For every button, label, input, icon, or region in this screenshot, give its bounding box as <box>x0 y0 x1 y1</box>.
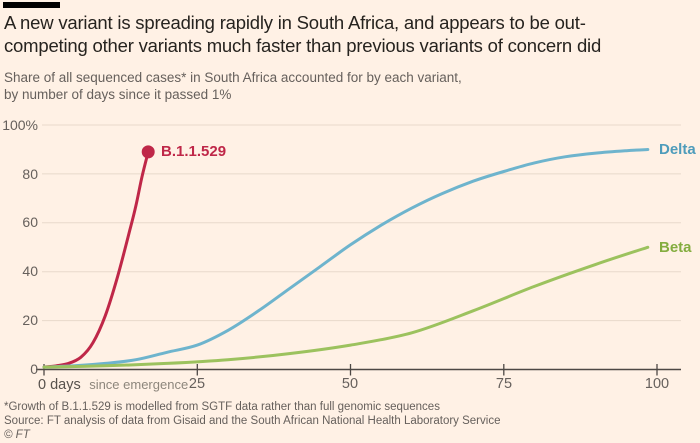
end-dot-b11529 <box>141 145 155 159</box>
x-axis-label-75: 75 <box>495 376 513 392</box>
y-axis-label-40: 40 <box>22 263 38 279</box>
title-line-2: competing other variants much faster tha… <box>4 35 602 56</box>
copyright-line: © FT <box>4 429 30 441</box>
y-axis-label-100: 100% <box>2 117 38 133</box>
chart-subtitle: Share of all sequenced cases* in South A… <box>4 69 664 103</box>
source-line: Source: FT analysis of data from Gisaid … <box>4 415 501 427</box>
footnote: *Growth of B.1.1.529 is modelled from SG… <box>4 401 440 413</box>
title-line-1: A new variant is spreading rapidly in So… <box>4 12 586 33</box>
y-axis-label-80: 80 <box>22 166 38 182</box>
x-axis-label-25: 25 <box>188 376 206 392</box>
subtitle-line-2: by number of days since it passed 1% <box>4 87 232 102</box>
line-delta <box>42 148 650 369</box>
line-beta <box>42 245 650 369</box>
page-title: A new variant is spreading rapidly in So… <box>4 11 700 57</box>
x-axis-unit-note: since emergence <box>89 377 189 392</box>
y-axis-label-0: 0 <box>30 361 38 377</box>
y-axis-label-20: 20 <box>22 312 38 328</box>
series-label-beta: Beta <box>659 239 692 256</box>
x-axis-zero-label: 0 days since emergence <box>38 376 188 394</box>
x-zero-value: 0 days <box>38 377 81 393</box>
ft-top-rule <box>3 2 60 8</box>
x-axis-label-50: 50 <box>341 376 359 392</box>
x-axis-label-100: 100 <box>644 376 670 392</box>
line-b11529 <box>42 150 150 369</box>
subtitle-line-1: Share of all sequenced cases* in South A… <box>4 70 462 85</box>
series-label-b11529: B.1.1.529 <box>161 143 227 160</box>
y-axis-label-60: 60 <box>22 214 38 230</box>
series-label-delta: Delta <box>659 141 696 158</box>
